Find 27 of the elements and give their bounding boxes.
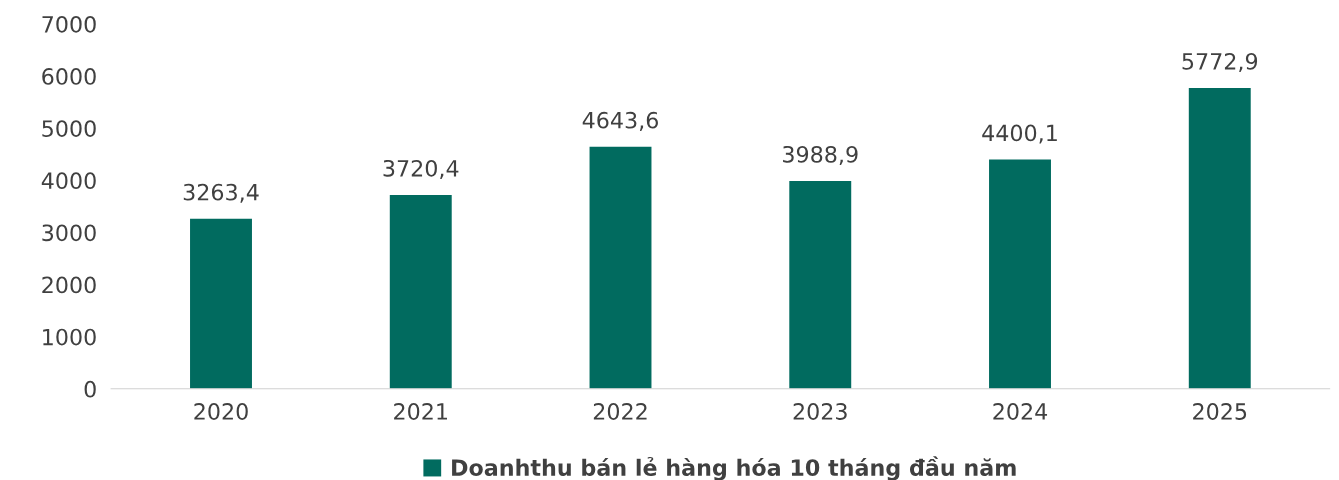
y-tick-label: 4000 [41, 172, 96, 190]
y-tick-label: 3000 [42, 224, 96, 242]
bar [589, 146, 652, 389]
data-label: 3988,9 [783, 145, 858, 165]
x-tick-label: 2022 [593, 403, 647, 420]
data-label: 3720,4 [383, 159, 459, 179]
x-tick-label: 2024 [993, 403, 1048, 420]
y-tick-label: 7000 [42, 15, 96, 33]
legend-label: Doanhthu bán lẻ hàng hóa 10 tháng đầu năm [452, 456, 1016, 480]
x-tick-label: 2021 [394, 403, 447, 420]
bar [789, 180, 852, 389]
bar [1188, 87, 1251, 389]
bar [389, 194, 452, 389]
y-tick-label: 6000 [42, 68, 96, 85]
x-tick-label: 2025 [1193, 403, 1247, 420]
x-tick-label: 2020 [194, 403, 248, 420]
bar [190, 218, 252, 389]
data-label: 5772,9 [1182, 52, 1258, 73]
data-label: 4400,1 [982, 124, 1057, 144]
y-tick-label: 1000 [43, 328, 96, 346]
bar [989, 159, 1051, 389]
x-tick-label: 2023 [793, 403, 847, 420]
data-label: 3263,4 [183, 183, 259, 203]
y-tick-label: 5000 [42, 120, 96, 137]
data-label: 4643,6 [582, 111, 658, 131]
y-tick-label: 2000 [42, 276, 96, 294]
y-tick-label: 0 [84, 380, 96, 398]
